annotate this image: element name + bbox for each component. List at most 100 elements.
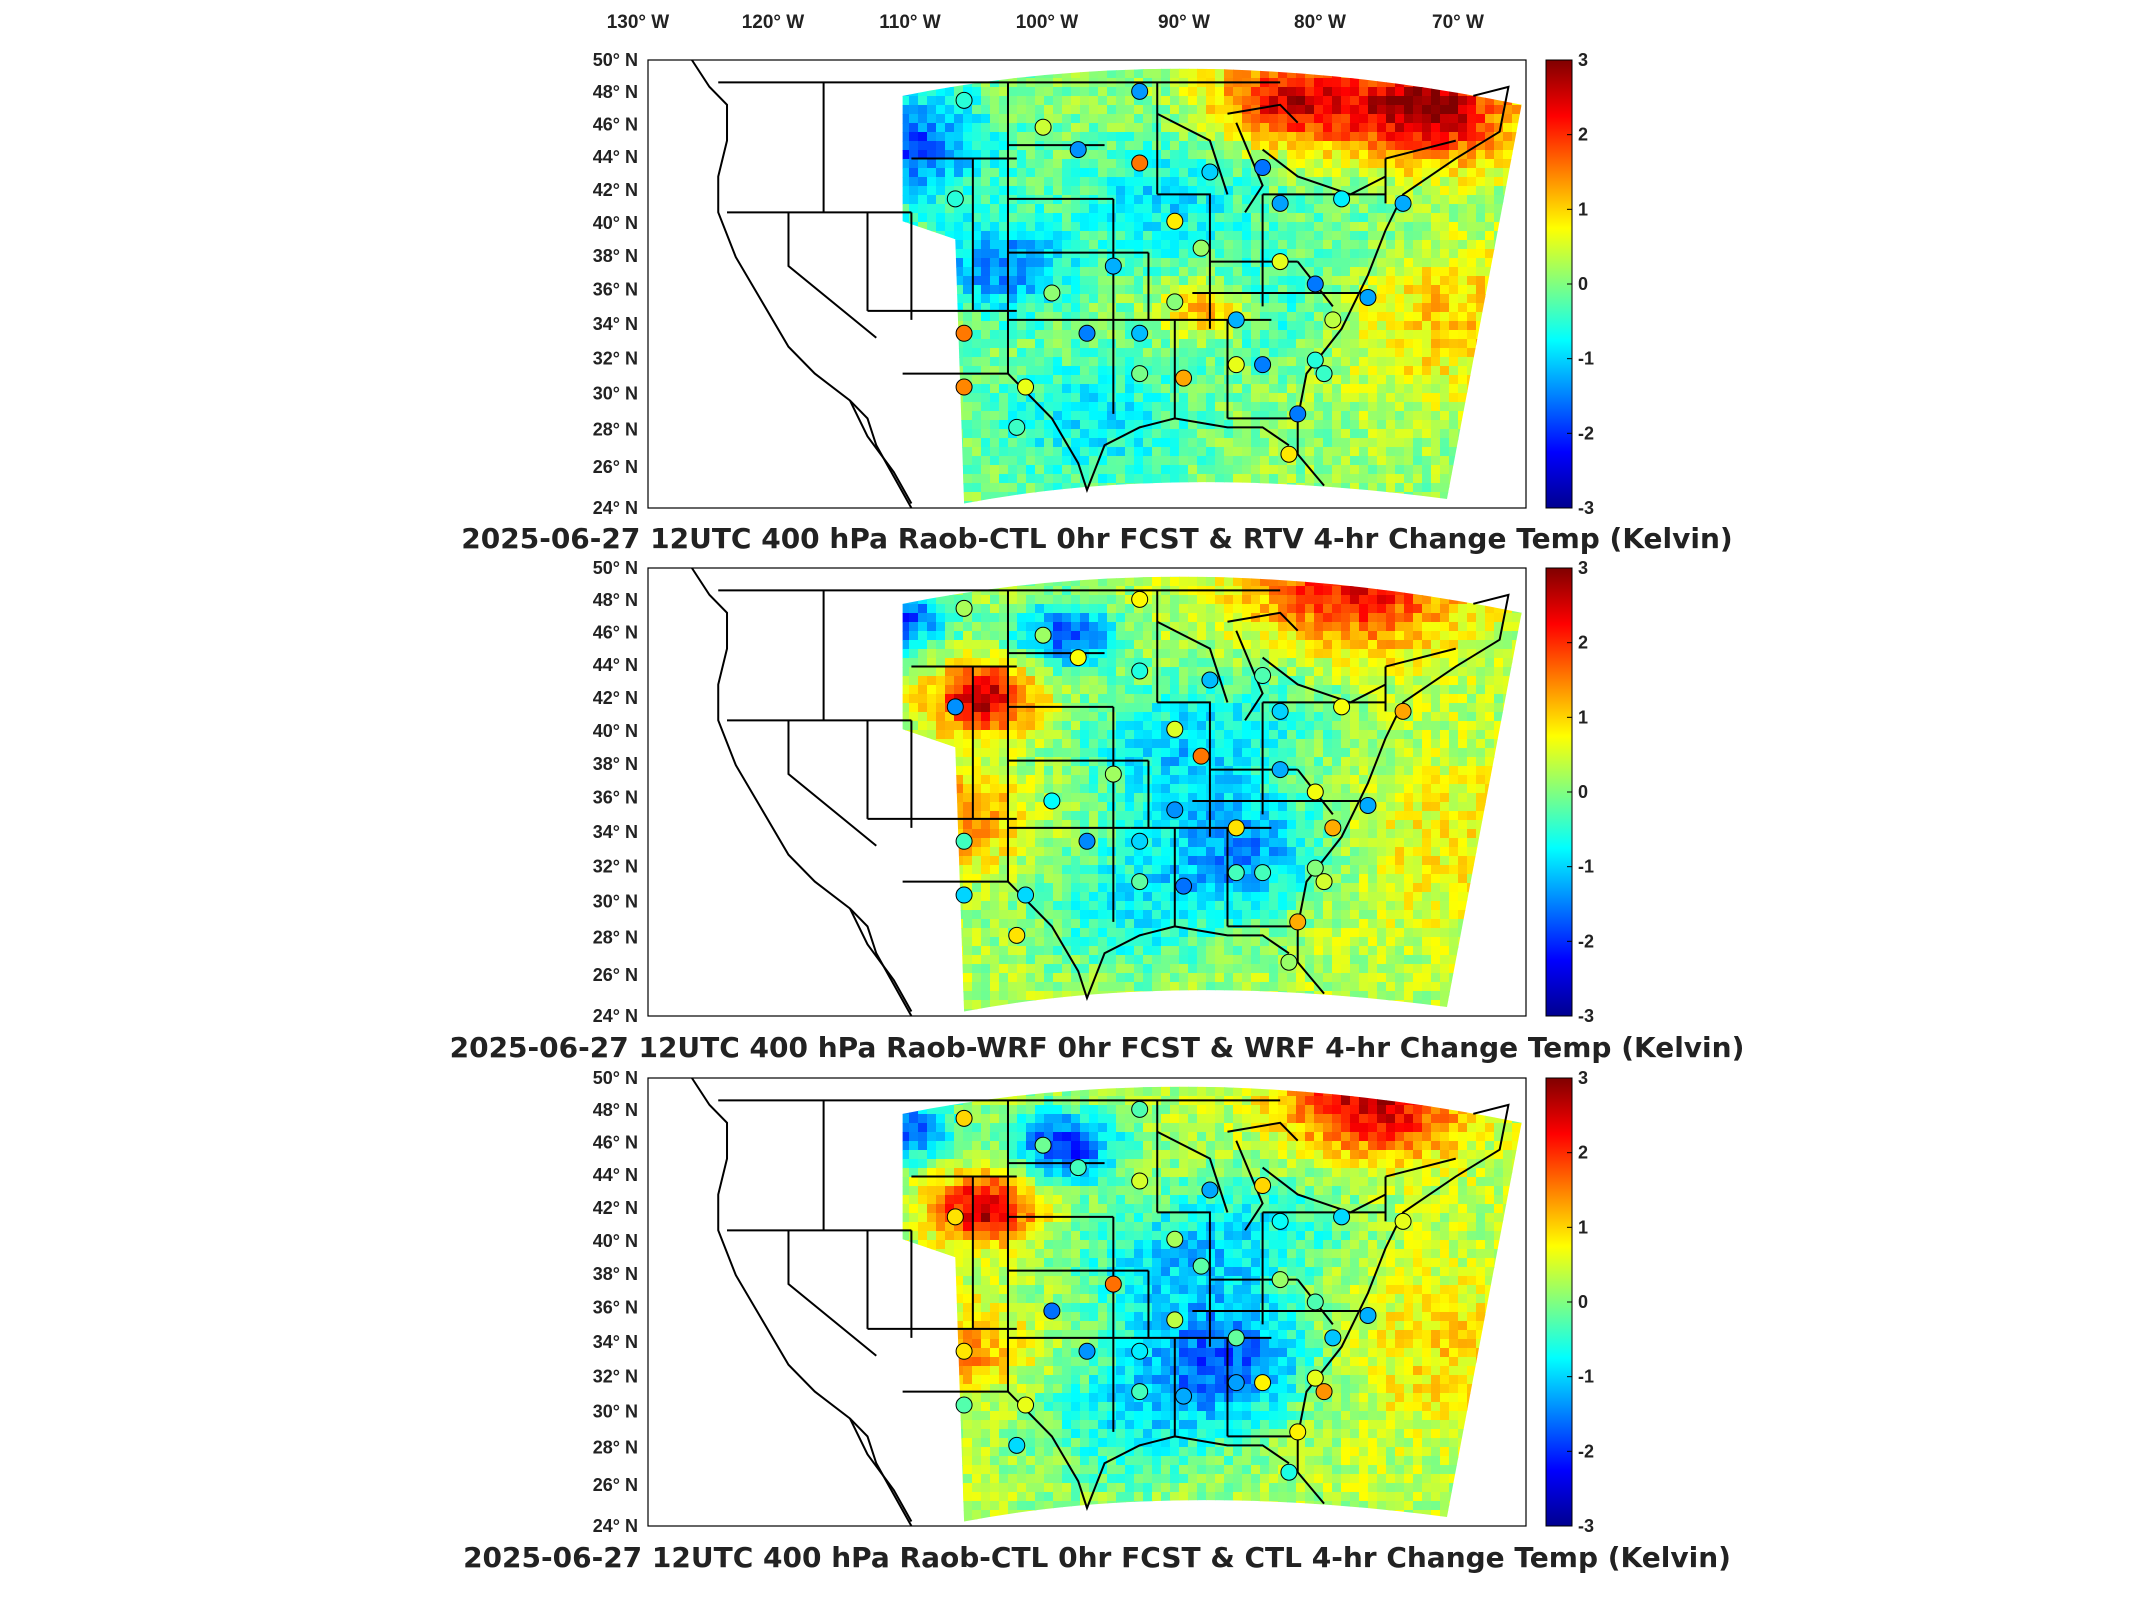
latitude-label: 26° N — [593, 965, 638, 985]
latitude-label: 42° N — [593, 1198, 638, 1218]
latitude-label: 46° N — [593, 1132, 638, 1152]
colorbar-tick-label: 3 — [1578, 558, 1588, 578]
raob-station-marker — [1131, 662, 1149, 680]
raob-station-marker — [1254, 864, 1272, 882]
raob-station-marker — [1166, 1230, 1184, 1248]
raob-station-marker — [1315, 365, 1333, 383]
raob-station-marker — [1078, 1342, 1096, 1360]
raob-station-marker — [1289, 913, 1307, 931]
raob-station-marker — [1254, 1177, 1272, 1195]
colorbar-tick-label: -1 — [1578, 349, 1594, 369]
latitude-label: 50° N — [593, 558, 638, 578]
raob-station-marker — [1227, 819, 1245, 837]
map-boundaries — [692, 568, 1509, 1016]
raob-station-marker — [1131, 1342, 1149, 1360]
raob-station-marker — [1324, 311, 1342, 329]
raob-station-marker — [1306, 275, 1324, 293]
colorbar-tick-label: 0 — [1578, 782, 1588, 802]
raob-station-marker — [1069, 1159, 1087, 1177]
raob-station-marker — [1306, 1369, 1324, 1387]
latitude-label: 48° N — [593, 1100, 638, 1120]
raob-station-marker — [1201, 163, 1219, 181]
raob-station-marker — [1306, 783, 1324, 801]
colorbar-tick-label: 3 — [1578, 1068, 1588, 1088]
raob-station-marker — [1131, 832, 1149, 850]
latitude-label: 36° N — [593, 1298, 638, 1318]
raob-station-marker — [1324, 1329, 1342, 1347]
latitude-label: 50° N — [593, 1068, 638, 1088]
raob-station-marker — [1333, 190, 1351, 208]
raob-station-marker — [1359, 288, 1377, 306]
raob-station-marker — [1201, 671, 1219, 689]
latitude-label: 48° N — [593, 82, 638, 102]
map-frame — [647, 59, 1527, 509]
raob-station-marker — [1192, 1257, 1210, 1275]
raob-station-marker — [1271, 253, 1289, 271]
raob-station-marker — [1280, 953, 1298, 971]
latitude-label: 40° N — [593, 213, 638, 233]
raob-station-marker — [1333, 698, 1351, 716]
latitude-label: 28° N — [593, 927, 638, 947]
latitude-labels: 24° N 26° N 28° N 30° N 32° N 34° N 36° N 38° N… — [593, 50, 638, 518]
latitude-label: 36° N — [593, 788, 638, 808]
raob-station-marker — [955, 886, 973, 904]
latitude-label: 34° N — [593, 822, 638, 842]
colorbar-tick-label: -3 — [1578, 1006, 1594, 1026]
raob-station-marker — [1254, 159, 1272, 177]
raob-station-marker — [1078, 832, 1096, 850]
raob-station-marker — [1008, 1436, 1026, 1454]
raob-station-marker — [1271, 1271, 1289, 1289]
raob-station-marker — [1359, 796, 1377, 814]
latitude-label: 34° N — [593, 314, 638, 334]
raob-station-marker — [1289, 1423, 1307, 1441]
colorbar: 3 2 1 0 -1 -2 -3 — [1545, 558, 1594, 1026]
latitude-labels: 24° N 26° N 28° N 30° N 32° N 34° N 36° N 38° N… — [593, 1068, 638, 1536]
raob-station-marker — [1043, 1302, 1061, 1320]
raob-station-marker — [1008, 926, 1026, 944]
colorbar-tick-label: 1 — [1578, 707, 1588, 727]
raob-station-marker — [1166, 212, 1184, 230]
map-panel: 24° N 26° N 28° N 30° N 32° N 34° N 36° N 38° N… — [450, 558, 1745, 1064]
colorbar-tick-label: -1 — [1578, 1367, 1594, 1387]
raob-station-marker — [1394, 194, 1412, 212]
raob-station-marker — [1166, 1311, 1184, 1329]
longitude-label: 70° W — [1432, 12, 1484, 33]
raob-station-marker — [1227, 1329, 1245, 1347]
latitude-label: 38° N — [593, 1264, 638, 1284]
raob-station-marker — [955, 324, 973, 342]
raob-station-marker — [1131, 1172, 1149, 1190]
raob-station-marker — [1043, 792, 1061, 810]
latitude-label: 38° N — [593, 246, 638, 266]
raob-station-marker — [1324, 819, 1342, 837]
latitude-label: 32° N — [593, 856, 638, 876]
raob-station-marker — [1131, 1100, 1149, 1118]
longitude-label: 80° W — [1294, 12, 1346, 33]
raob-station-marker — [1280, 445, 1298, 463]
latitude-label: 32° N — [593, 1366, 638, 1386]
colorbar-tick-label: 2 — [1578, 633, 1588, 653]
raob-station-marker — [955, 1342, 973, 1360]
raob-station-marker — [1192, 239, 1210, 257]
colorbar-tick-label: 1 — [1578, 1217, 1588, 1237]
latitude-label: 46° N — [593, 114, 638, 134]
latitude-label: 30° N — [593, 1401, 638, 1421]
raob-station-marker — [955, 378, 973, 396]
raob-station-marker — [1069, 141, 1087, 159]
raob-station-marker — [1306, 1293, 1324, 1311]
raob-station-marker — [1280, 1463, 1298, 1481]
panels: 24° N 26° N 28° N 30° N 32° N 34° N 36° N 38° N… — [450, 50, 1745, 1574]
latitude-label: 38° N — [593, 754, 638, 774]
raob-station-marker — [1034, 1136, 1052, 1154]
raob-station-marker — [1254, 667, 1272, 685]
raob-station-marker — [1131, 324, 1149, 342]
raob-station-marker — [1104, 257, 1122, 275]
raob-station-marker — [955, 599, 973, 617]
raob-station-marker — [1017, 1396, 1035, 1414]
raob-station-marker — [1227, 1374, 1245, 1392]
raob-station-marker — [1069, 649, 1087, 667]
latitude-label: 26° N — [593, 457, 638, 477]
raob-station-marker — [946, 190, 964, 208]
raob-station-marker — [1271, 1212, 1289, 1230]
colorbar-tick-label: -1 — [1578, 857, 1594, 877]
raob-station-marker — [1131, 154, 1149, 172]
